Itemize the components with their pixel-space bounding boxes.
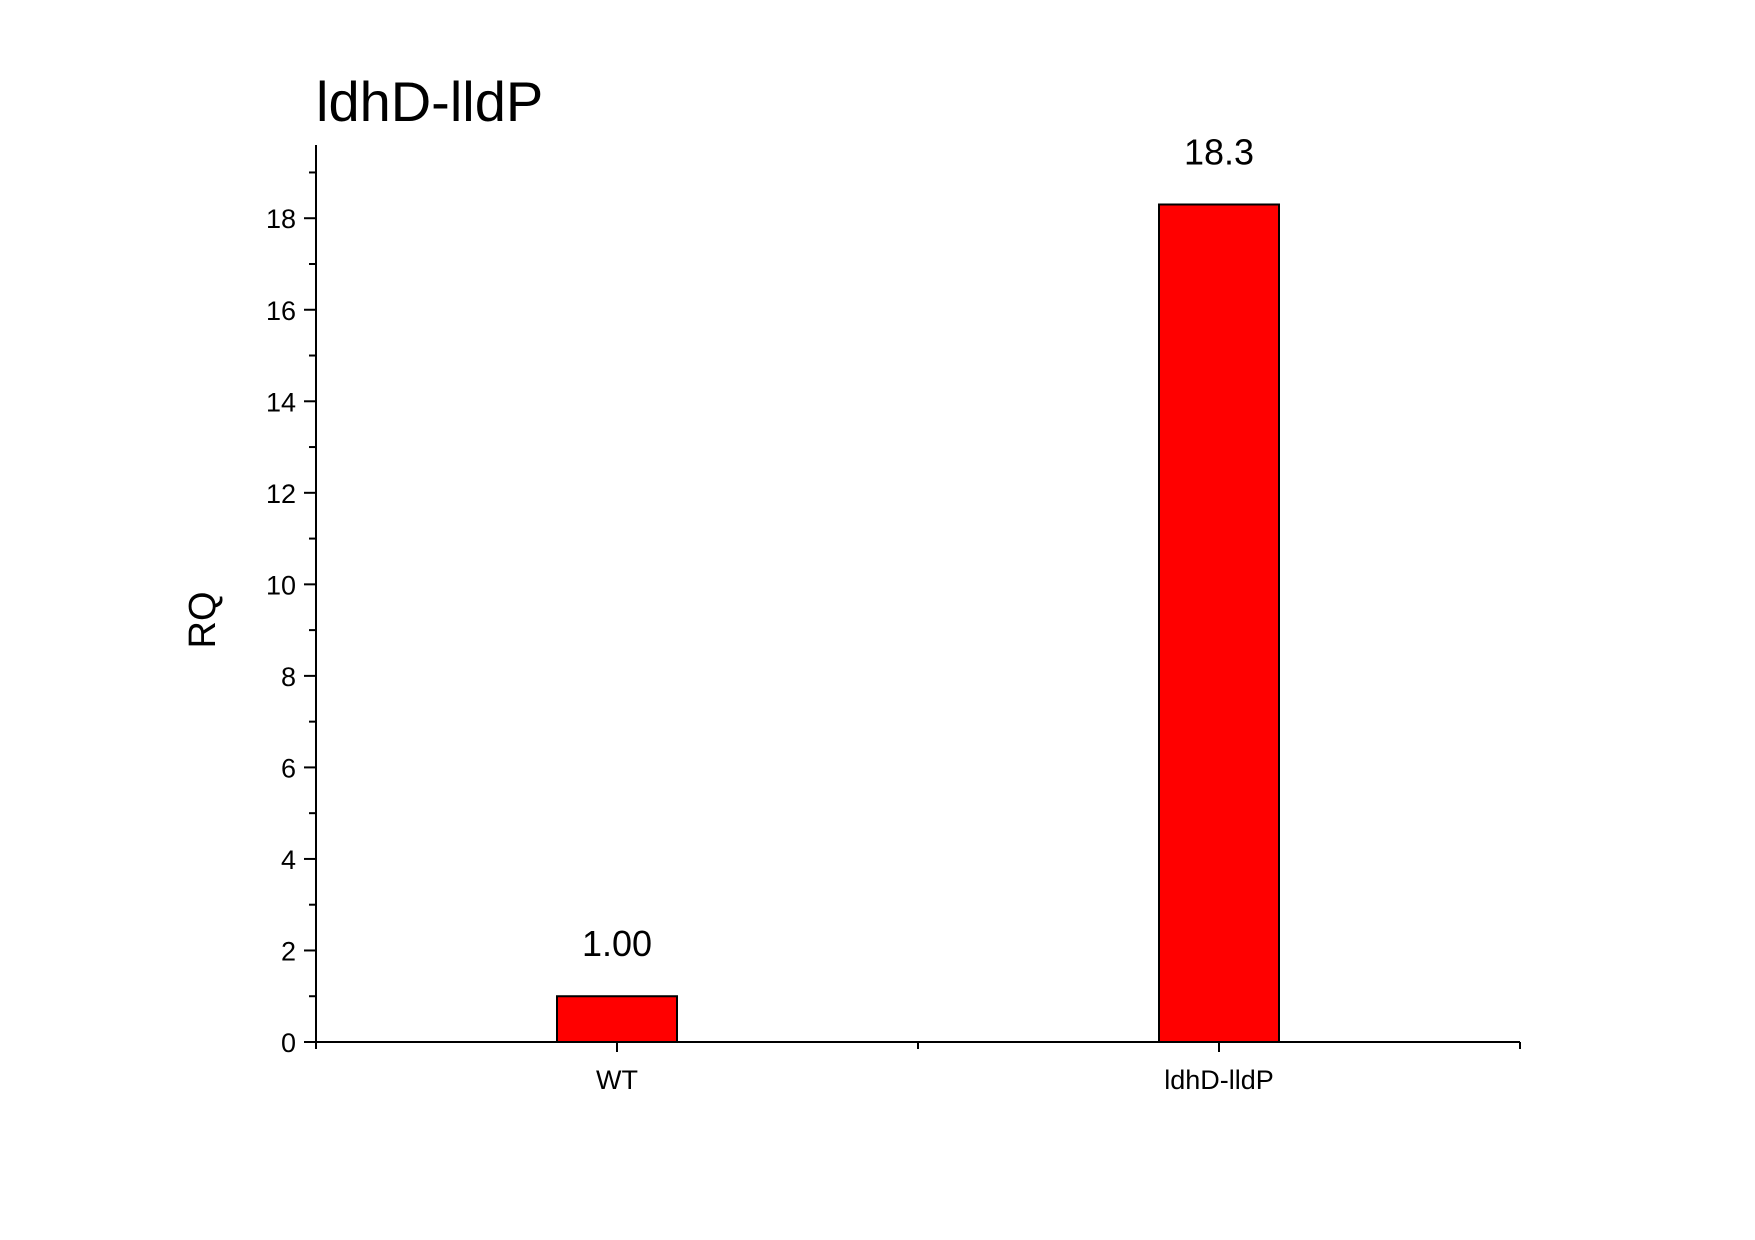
x-tick-label-1: ldhD-lldP — [1164, 1065, 1274, 1095]
y-tick-label-0: 0 — [281, 1028, 296, 1058]
bar-1 — [1158, 203, 1280, 1044]
y-axis-label: RQ — [182, 592, 224, 649]
y-tick-label-2: 4 — [281, 845, 296, 875]
bars-layer — [556, 203, 1280, 1044]
y-tick-label-5: 10 — [266, 570, 296, 600]
labels-layer: 1.00 WT 18.3 ldhD-lldP 0 2 4 6 8 10 12 14 16 18 — [266, 131, 1274, 1095]
y-tick-label-6: 12 — [266, 479, 296, 509]
bar-0 — [556, 995, 678, 1043]
chart-title: ldhD-lldP — [316, 70, 543, 133]
y-tick-label-3: 6 — [281, 753, 296, 783]
data-label-1: 18.3 — [1184, 131, 1254, 172]
y-tick-label-9: 18 — [266, 204, 296, 234]
x-tick-label-0: WT — [596, 1065, 638, 1095]
y-tick-label-8: 16 — [266, 296, 296, 326]
axes-layer — [304, 145, 1521, 1052]
y-tick-label-7: 14 — [266, 387, 296, 417]
y-tick-label-1: 2 — [281, 936, 296, 966]
y-tick-label-4: 8 — [281, 662, 296, 692]
data-label-0: 1.00 — [582, 923, 652, 964]
